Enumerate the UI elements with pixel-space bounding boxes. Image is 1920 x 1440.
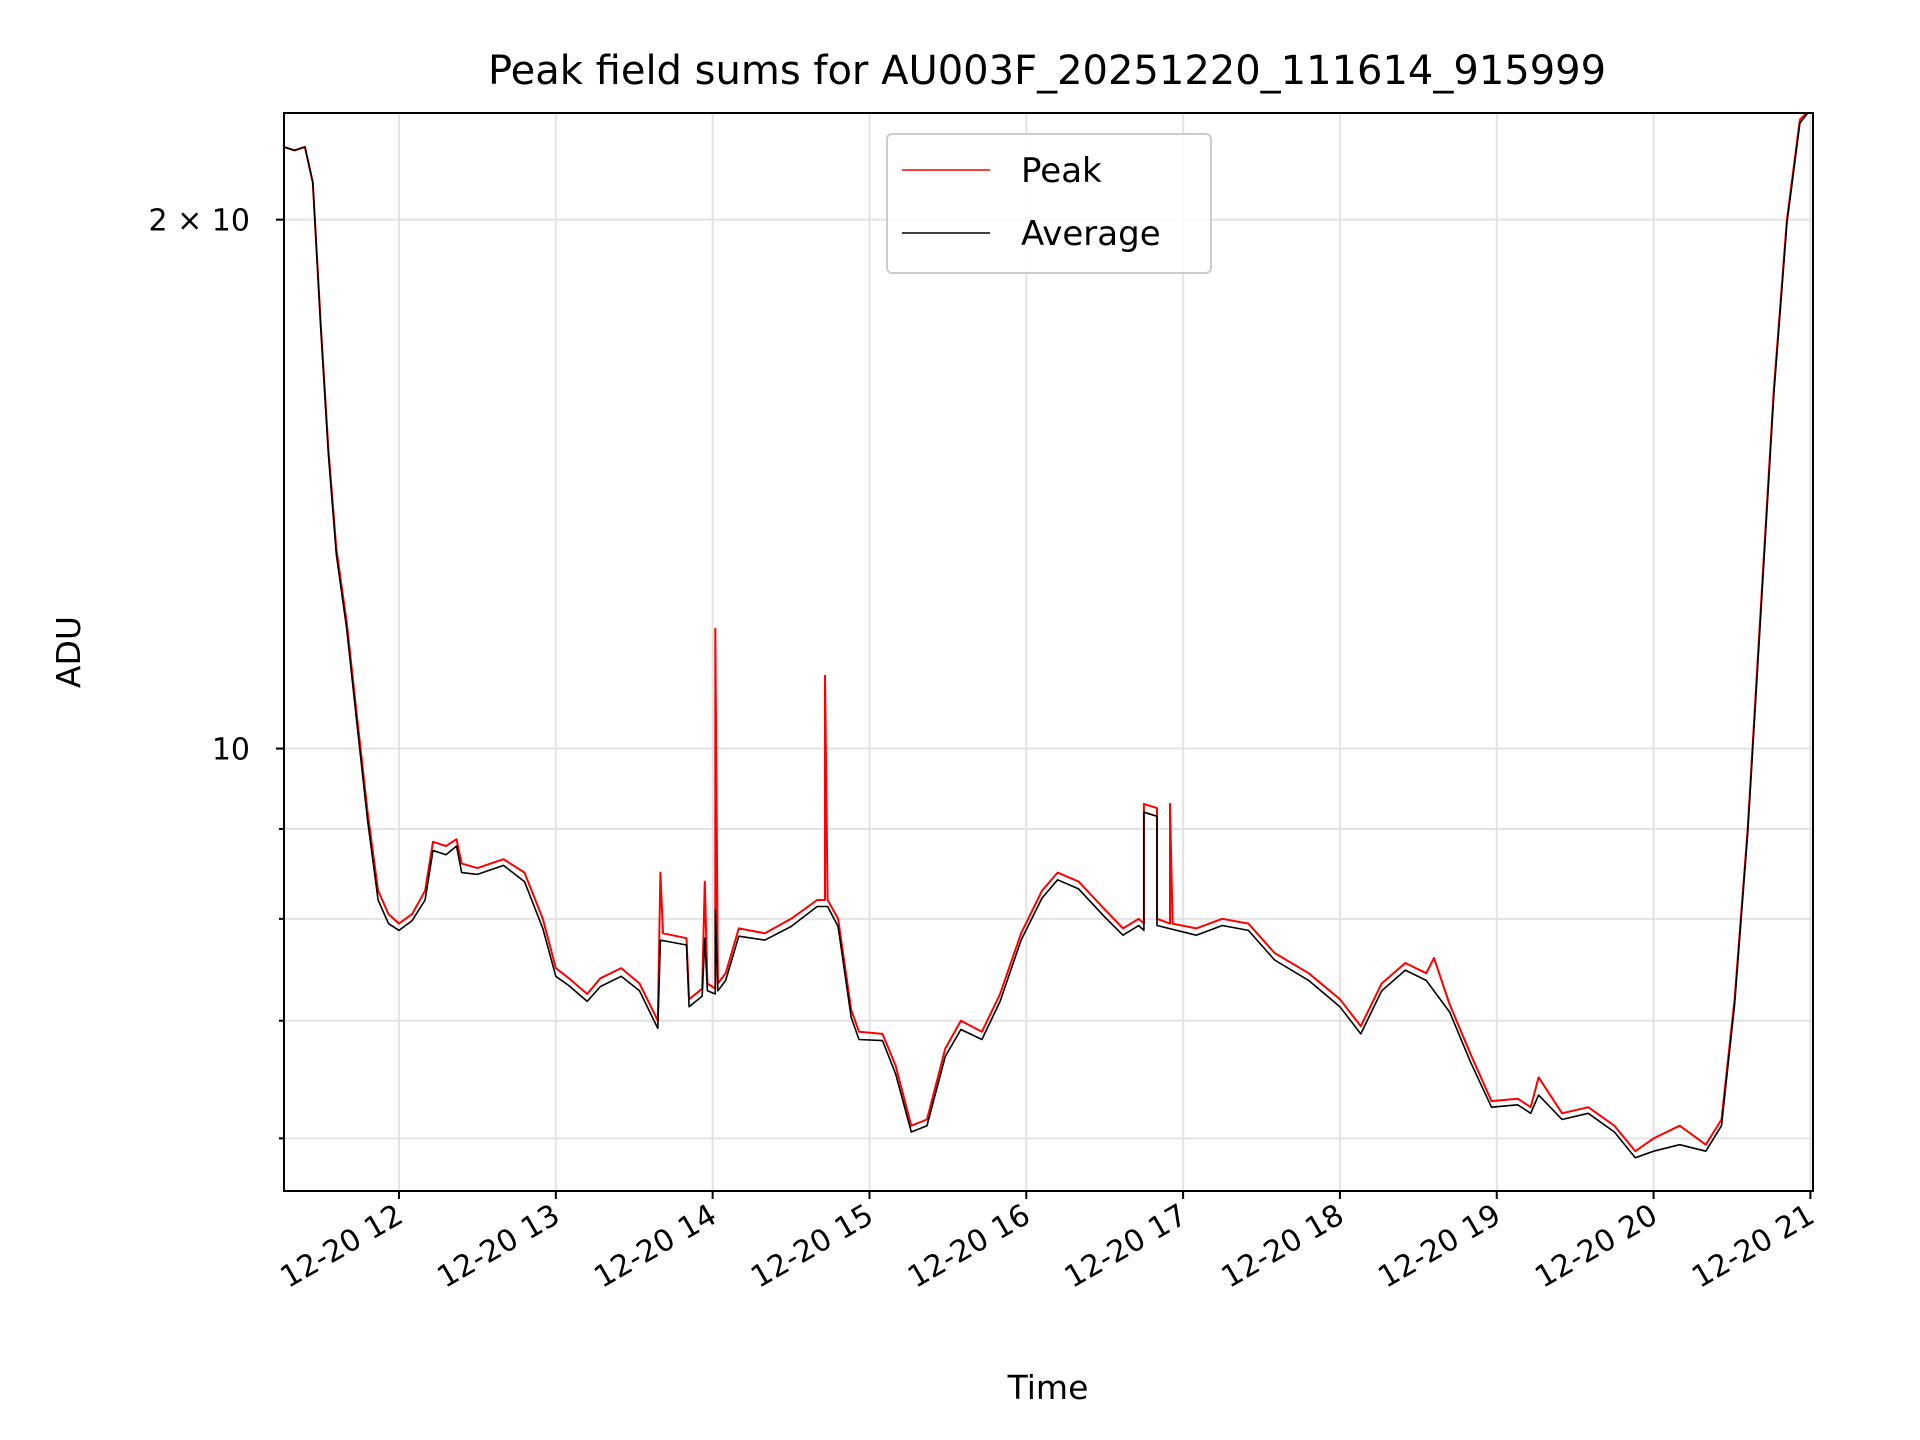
grid (284, 113, 1813, 1191)
series-line-average (284, 113, 1809, 1159)
y-tick-label: 10 (212, 733, 250, 768)
x-tick-label: 12-20 16 (902, 1198, 1036, 1296)
series-group (284, 113, 1809, 1159)
x-tick-label: 12-20 18 (1216, 1198, 1350, 1296)
x-axis-ticks: 12-20 12 12-20 13 12-20 14 12-20 15 12-20 16… (275, 1191, 1820, 1296)
series-line-peak (284, 113, 1808, 1153)
y-tick-base: 2 × 10 (149, 204, 250, 239)
legend-box (886, 133, 1212, 274)
x-tick-label: 12-20 20 (1529, 1198, 1663, 1296)
x-tick-label: 12-20 15 (745, 1198, 879, 1296)
legend: Peak Average (886, 133, 1212, 274)
plot-frame (283, 112, 1814, 1192)
y-axis-label: ADU (49, 616, 88, 688)
x-tick-label: 12-20 19 (1372, 1198, 1506, 1296)
x-tick-label: 12-20 21 (1686, 1198, 1820, 1296)
y-tick-label: 2 × 10 (149, 204, 250, 239)
y-tick-base: 10 (212, 733, 250, 768)
legend-label-peak: Peak (1021, 151, 1102, 191)
x-tick-label: 12-20 13 (432, 1198, 566, 1296)
x-tick-label: 12-20 17 (1059, 1198, 1193, 1296)
legend-label-average: Average (1021, 214, 1161, 254)
x-tick-label: 12-20 14 (588, 1198, 722, 1296)
y-axis-ticks: 1082 × 108 (149, 204, 284, 1140)
chart-title: Peak field sums for AU003F_20251220_1116… (488, 48, 1606, 94)
x-tick-label: 12-20 12 (275, 1198, 409, 1296)
x-axis-label: Time (1007, 1368, 1089, 1407)
